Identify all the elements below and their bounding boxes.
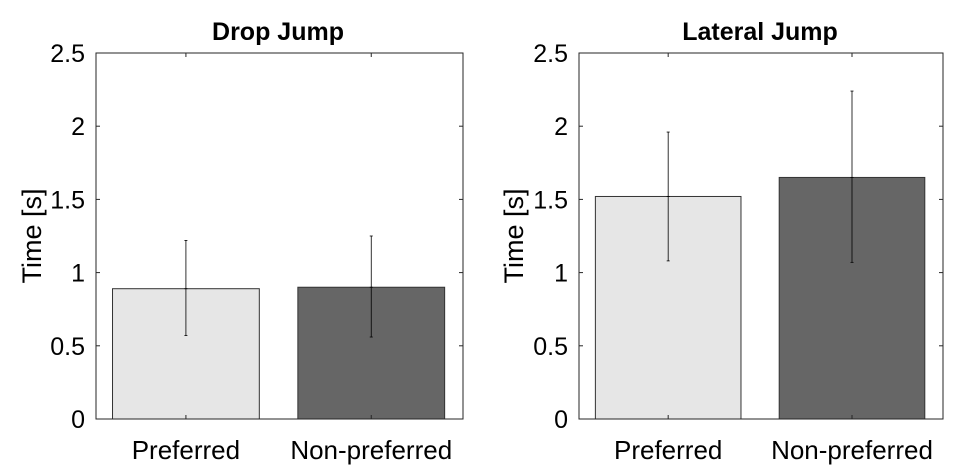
y-tick-label: 2.5: [50, 40, 85, 68]
y-axis-label: Time [s]: [17, 188, 47, 283]
y-tick-label: 2.5: [533, 40, 568, 68]
axes-box: [95, 52, 464, 420]
x-tick-label: Non-preferred: [290, 435, 452, 465]
y-tick-label: 0.5: [50, 333, 85, 361]
y-tick-label: 0: [554, 406, 568, 434]
chart-panel-2: Lateral Jump Time [s] Preferred Non-preferr…: [499, 18, 944, 465]
axes-box: [578, 52, 944, 420]
y-tick-label: 1.5: [50, 186, 85, 214]
y-tick-label: 1: [71, 260, 85, 288]
y-tick-label: 2: [554, 113, 568, 141]
chart-title: Lateral Jump: [682, 18, 838, 46]
x-tick-label: Preferred: [614, 435, 722, 465]
y-tick-label: 0.5: [533, 333, 568, 361]
x-tick-label: Preferred: [132, 435, 240, 465]
x-tick-label: Non-preferred: [771, 435, 933, 465]
chart-panel-1: Drop Jump Time [s] Preferred Non-preferred 0…: [17, 18, 464, 465]
y-tick-label: 1.5: [533, 186, 568, 214]
y-tick-label: 2: [71, 113, 85, 141]
y-tick-label: 0: [71, 406, 85, 434]
chart-title: Drop Jump: [212, 18, 344, 46]
y-tick-label: 1: [554, 260, 568, 288]
y-axis-label: Time [s]: [499, 188, 529, 283]
